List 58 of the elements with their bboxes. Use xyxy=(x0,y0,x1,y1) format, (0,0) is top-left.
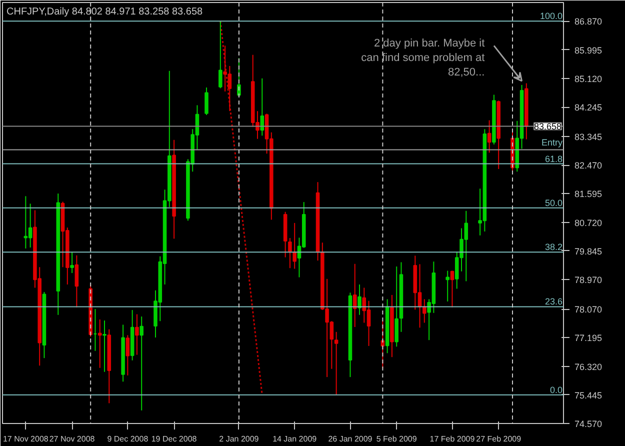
y-tick-label: 85.120 xyxy=(574,74,602,84)
y-tick-label: 81.595 xyxy=(574,189,602,200)
x-tick-label: 17 Feb 2009 xyxy=(430,434,476,444)
y-tick-label: 83.345 xyxy=(574,132,602,142)
x-tick-label: 26 Jan 2009 xyxy=(328,434,373,444)
x-tick-label: 19 Dec 2008 xyxy=(151,434,198,444)
y-tick-label: 78.970 xyxy=(574,275,602,286)
annotation: 50.0 xyxy=(544,198,563,208)
x-tick-label: 9 Dec 2008 xyxy=(107,434,149,444)
y-tick-label: 79.845 xyxy=(574,246,602,256)
x-tick-label: 5 Feb 2009 xyxy=(376,434,418,444)
candlestick xyxy=(487,120,492,154)
candlestick xyxy=(126,334,130,376)
candlestick xyxy=(334,331,338,396)
y-tick-label: 77.195 xyxy=(574,333,602,344)
y-tick-label: 76.320 xyxy=(574,362,602,372)
y-tick-label: 78.070 xyxy=(574,304,602,315)
x-tick-label: 27 Nov 2008 xyxy=(49,434,96,444)
y-tick-label: 74.570 xyxy=(574,419,602,429)
annotation: 38.2 xyxy=(544,242,563,252)
candlestick xyxy=(70,252,74,274)
candlestick xyxy=(102,320,106,372)
candlestick xyxy=(362,287,366,324)
y-tick-label: 82.470 xyxy=(574,160,602,171)
candlestick xyxy=(358,284,362,316)
annotation: 23.6 xyxy=(544,296,563,307)
annotation: Entry xyxy=(541,138,563,148)
annotation: 2 day pin bar. Maybe it can find some problem at 82,50... xyxy=(361,38,485,78)
annotation: 100.0 xyxy=(540,11,563,22)
x-tick-label: 14 Jan 2009 xyxy=(272,434,318,444)
chart-title: CHFJPY,Daily 84.802 84.971 83.258 83.658 xyxy=(6,6,204,18)
annotation: 0.0 xyxy=(550,384,563,395)
candlestick xyxy=(98,318,102,368)
candlestick xyxy=(352,263,357,328)
annotation: 61.8 xyxy=(544,154,563,164)
candlestick xyxy=(135,314,139,356)
candlestick xyxy=(260,78,264,136)
y-tick-label: 75.445 xyxy=(574,390,602,400)
ref-line-label: 83.658 xyxy=(534,122,562,132)
y-tick-label: 85.995 xyxy=(574,45,602,56)
candlestick xyxy=(450,270,454,308)
candlestick xyxy=(28,203,32,248)
y-tick-label: 84.245 xyxy=(574,102,602,113)
candlestick xyxy=(394,266,398,348)
x-tick-label: 27 Feb 2009 xyxy=(476,434,522,444)
candlestick xyxy=(204,87,208,116)
y-tick-label: 80.720 xyxy=(574,218,602,228)
candlestick xyxy=(74,254,79,308)
y-tick-label: 86.870 xyxy=(574,16,602,27)
candlestick xyxy=(446,270,450,302)
candlestick xyxy=(140,316,144,411)
x-tick-label: 17 Nov 2008 xyxy=(3,434,49,444)
candlestick xyxy=(422,298,426,324)
x-tick-label: 2 Jan 2009 xyxy=(219,434,260,444)
candlestick xyxy=(218,20,222,89)
candlestick xyxy=(24,196,28,249)
candlestick xyxy=(292,222,296,270)
candlestick xyxy=(288,238,292,269)
